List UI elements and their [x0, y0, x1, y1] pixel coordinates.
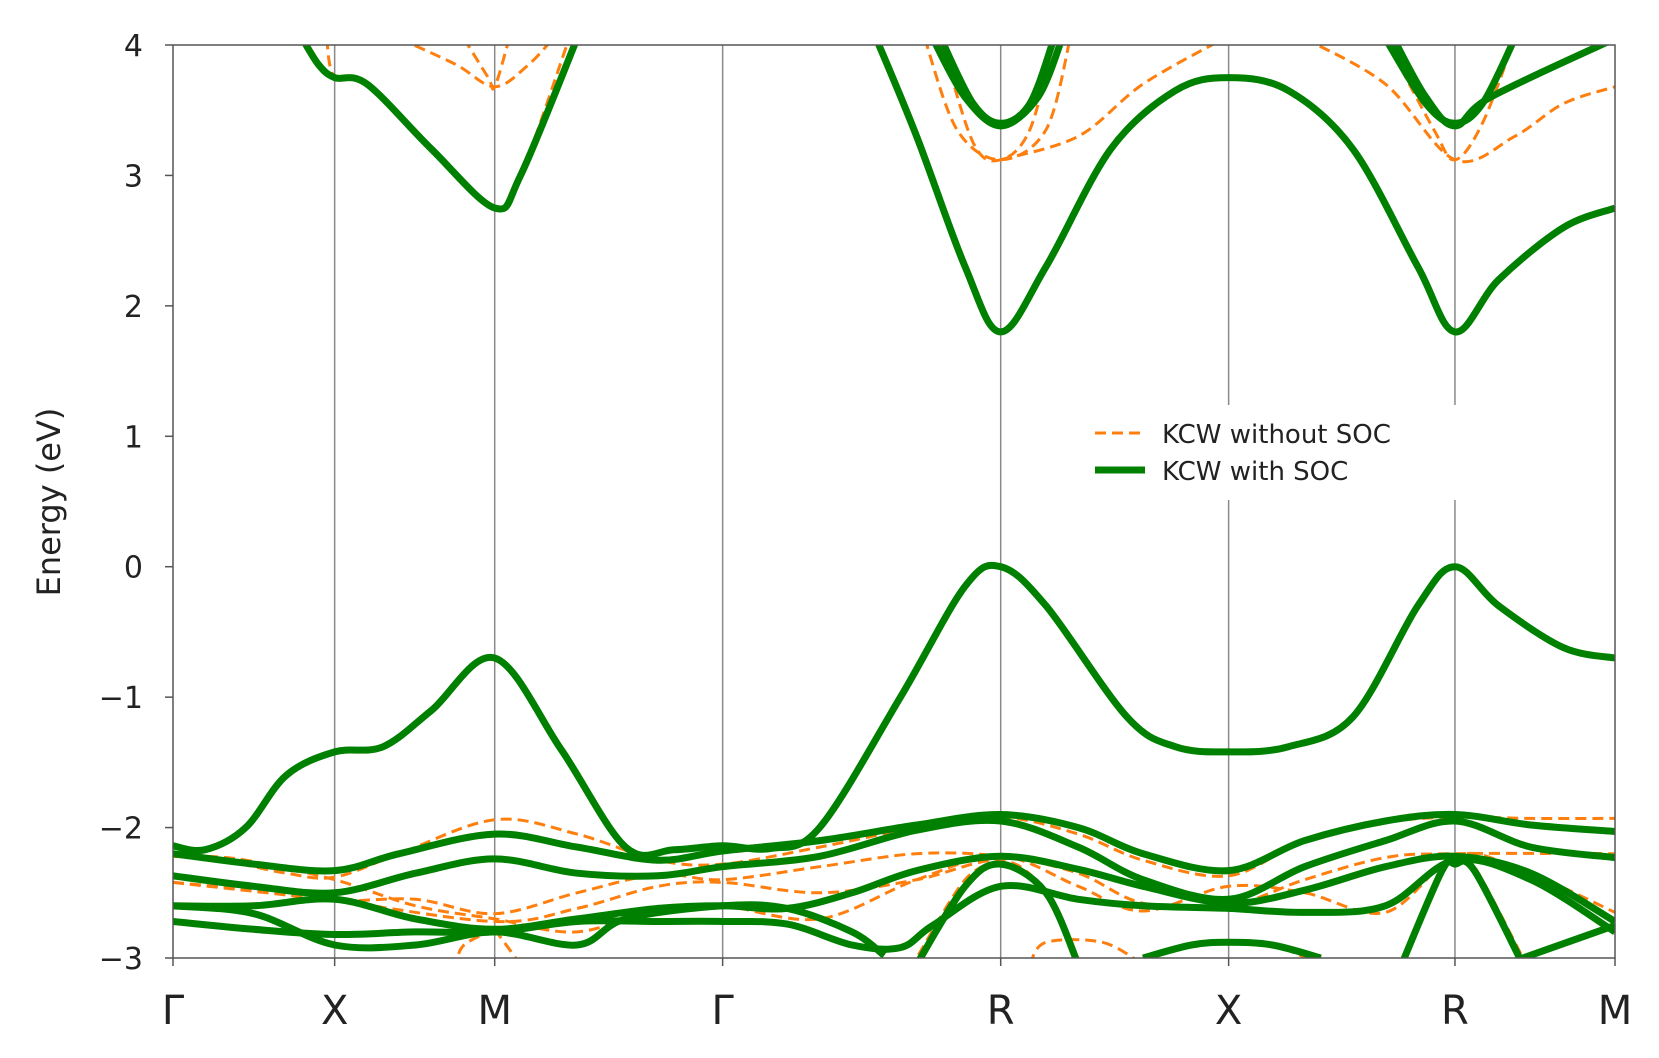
band-line: [173, 901, 887, 958]
legend-label-with-soc: KCW with SOC: [1162, 457, 1348, 487]
band-line: [1521, 922, 1615, 958]
band-line: [877, 45, 1615, 334]
y-tick-label: 0: [124, 551, 143, 586]
band-line: [1385, 45, 1516, 127]
band-line: [1392, 45, 1610, 130]
series-kcw-with-soc: [173, 45, 1615, 958]
band-line: [1400, 857, 1524, 958]
y-tick-label: 1: [124, 420, 143, 455]
y-tick-label: −3: [99, 942, 143, 977]
band-line: [1030, 938, 1136, 958]
legend: KCW without SOC KCW with SOC: [1080, 405, 1470, 500]
legend-box: [1080, 405, 1470, 500]
band-line: [173, 561, 1615, 859]
band-line: [875, 45, 1615, 336]
y-axis-label: Energy (eV): [30, 408, 68, 597]
band-line: [1313, 45, 1615, 164]
x-tick-label: R: [987, 988, 1015, 1034]
band-line: [173, 855, 1615, 953]
band-line: [173, 852, 1615, 933]
band-line: [916, 860, 1080, 958]
y-tick-label: 4: [124, 29, 143, 64]
high-symmetry-gridlines: [333, 45, 1456, 958]
band-line: [1000, 45, 1215, 162]
x-tick-label: Γ: [711, 988, 734, 1034]
band-lines: [173, 45, 1615, 958]
band-line: [302, 45, 579, 213]
x-tick-label: X: [1215, 988, 1242, 1034]
legend-label-without-soc: KCW without SOC: [1162, 420, 1391, 450]
x-tick-label: M: [1598, 988, 1633, 1034]
band-line: [925, 45, 1071, 162]
y-tick-label: −1: [99, 681, 143, 716]
plot-frame: [172, 44, 1616, 959]
x-tick-label: R: [1441, 988, 1469, 1034]
band-line: [1142, 938, 1322, 958]
x-tick-label: X: [321, 988, 348, 1034]
band-line: [173, 851, 1615, 916]
band-line: [173, 858, 1080, 958]
y-tick-label: 3: [124, 159, 143, 194]
x-tick-label: Γ: [162, 988, 185, 1034]
y-tick-label: −2: [99, 812, 143, 847]
x-tick-label: M: [477, 988, 512, 1034]
band-line: [940, 45, 1056, 127]
y-tick-label: 2: [124, 290, 143, 325]
band-line: [325, 45, 569, 211]
band-line: [466, 45, 509, 91]
band-line: [173, 810, 1615, 875]
band-line: [173, 816, 1615, 904]
y-axis-ticks: 4 3 2 1 0 −1 −2 −3: [99, 29, 173, 977]
